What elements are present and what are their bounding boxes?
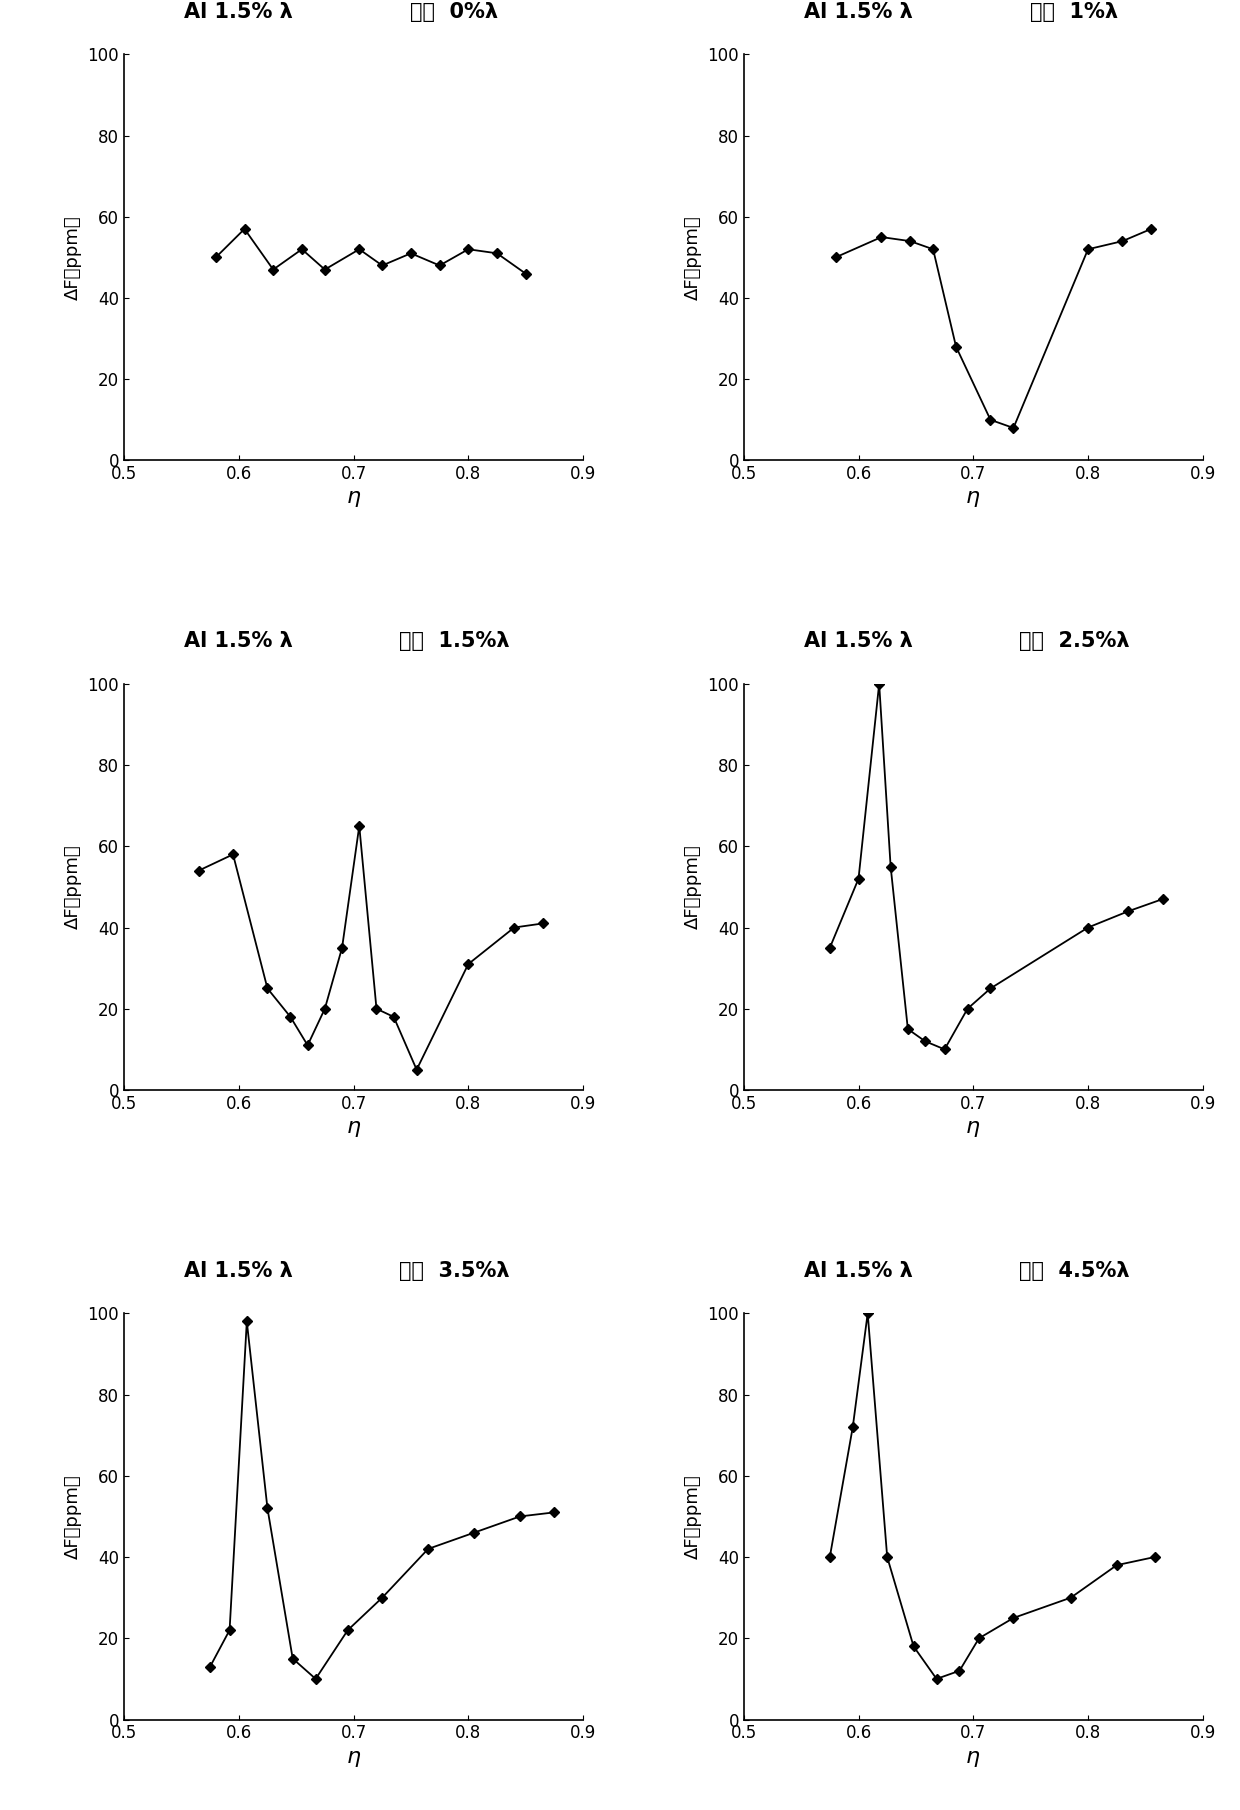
Text: 槽深  3.5%λ: 槽深 3.5%λ bbox=[399, 1262, 510, 1281]
Text: 槽深  4.5%λ: 槽深 4.5%λ bbox=[1019, 1262, 1130, 1281]
X-axis label: η: η bbox=[966, 487, 981, 507]
Text: Al 1.5% λ: Al 1.5% λ bbox=[185, 632, 293, 652]
Text: Al 1.5% λ: Al 1.5% λ bbox=[804, 632, 913, 652]
Y-axis label: ΔF（ppm）: ΔF（ppm） bbox=[683, 215, 702, 300]
Text: 槽深  0%λ: 槽深 0%λ bbox=[410, 2, 498, 22]
X-axis label: η: η bbox=[346, 1117, 361, 1137]
Y-axis label: ΔF（ppm）: ΔF（ppm） bbox=[64, 215, 82, 300]
Y-axis label: ΔF（ppm）: ΔF（ppm） bbox=[64, 845, 82, 929]
Text: Al 1.5% λ: Al 1.5% λ bbox=[185, 2, 293, 22]
Text: 槽深  2.5%λ: 槽深 2.5%λ bbox=[1019, 632, 1130, 652]
X-axis label: η: η bbox=[966, 1747, 981, 1767]
X-axis label: η: η bbox=[346, 1747, 361, 1767]
X-axis label: η: η bbox=[966, 1117, 981, 1137]
Y-axis label: ΔF（ppm）: ΔF（ppm） bbox=[64, 1473, 82, 1558]
Y-axis label: ΔF（ppm）: ΔF（ppm） bbox=[683, 845, 702, 929]
Text: 槽深  1.5%λ: 槽深 1.5%λ bbox=[399, 632, 510, 652]
X-axis label: η: η bbox=[346, 487, 361, 507]
Text: Al 1.5% λ: Al 1.5% λ bbox=[185, 1262, 293, 1281]
Text: 槽深  1%λ: 槽深 1%λ bbox=[1030, 2, 1118, 22]
Text: Al 1.5% λ: Al 1.5% λ bbox=[804, 2, 913, 22]
Text: Al 1.5% λ: Al 1.5% λ bbox=[804, 1262, 913, 1281]
Y-axis label: ΔF（ppm）: ΔF（ppm） bbox=[683, 1473, 702, 1558]
